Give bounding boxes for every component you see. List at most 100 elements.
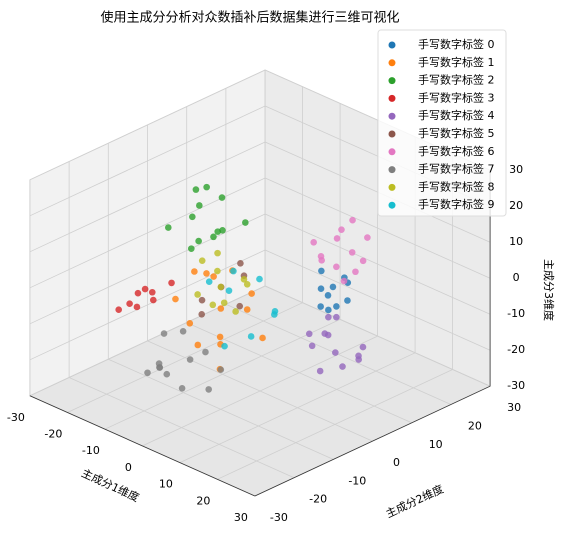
point (247, 333, 255, 340)
z-tick-label: 0 (513, 271, 520, 284)
point (217, 305, 225, 312)
z-tick-label: -20 (507, 343, 525, 356)
legend: 手写数字标签 0 手写数字标签 1 手写数字标签 2 手写数字标签 3 手写数字标签 4… (377, 29, 507, 217)
y-tick-label: -30 (270, 511, 288, 524)
legend-marker (388, 130, 396, 138)
grid-line (186, 322, 412, 424)
legend-label: 手写数字标签 7 (418, 162, 495, 176)
point (214, 267, 221, 275)
point (216, 333, 224, 341)
point (205, 278, 213, 285)
point (210, 273, 217, 280)
point (221, 342, 228, 350)
x-tick-label: -10 (82, 444, 100, 457)
point (218, 194, 226, 201)
grid-line (29, 105, 266, 217)
grid-line (264, 285, 491, 387)
legend-marker (388, 183, 396, 191)
legend-marker (388, 94, 396, 102)
z-tick-label: -10 (507, 307, 525, 320)
point (316, 367, 324, 375)
point (202, 348, 209, 356)
point (232, 308, 239, 315)
grid-line (147, 340, 373, 442)
point (195, 237, 202, 245)
z-tick-label: 10 (509, 235, 523, 248)
point (317, 253, 325, 260)
grid-line (29, 213, 266, 325)
point (317, 285, 325, 293)
point (230, 267, 237, 275)
point (332, 349, 339, 356)
legend-label: 手写数字标签 0 (418, 37, 495, 51)
y-tick-label: -20 (309, 493, 327, 506)
grid (29, 69, 491, 497)
legend-marker (388, 59, 396, 67)
point (203, 183, 210, 191)
legend-marker (388, 77, 396, 85)
x-tick-label: 10 (159, 478, 173, 491)
legend-label: 手写数字标签 8 (418, 179, 495, 193)
legend-marker (388, 201, 396, 209)
point (359, 343, 367, 351)
point (321, 330, 329, 337)
point (271, 307, 279, 315)
point (155, 360, 163, 367)
point (220, 299, 228, 307)
grid-line (225, 303, 452, 405)
x-axis-label: 主成分1维度 (79, 466, 141, 505)
grid-line (29, 249, 266, 361)
point (172, 295, 179, 303)
point (194, 341, 202, 349)
point (324, 292, 332, 299)
z-axis-label: 主成分3维度 (542, 259, 556, 321)
point (348, 249, 356, 256)
point (210, 233, 217, 241)
y-tick-label: 20 (468, 420, 482, 433)
legend-label: 手写数字标签 6 (418, 144, 495, 158)
legend-box (377, 29, 507, 217)
z-tick-label: 30 (509, 163, 523, 176)
point (189, 213, 196, 221)
z-tick-label: 20 (509, 199, 523, 212)
point (305, 330, 313, 338)
y-axis-label: 主成分2维度 (384, 482, 446, 521)
point (310, 238, 317, 246)
point (191, 268, 198, 275)
x-tick-label: 0 (125, 461, 132, 474)
point (344, 297, 351, 304)
axes: -30 -20 -10 0 10 20 30 -30 -20 -10 0 10 20 30 -30 -20 -1… (7, 163, 525, 524)
x-tick-label: 20 (196, 494, 210, 507)
point (165, 224, 172, 231)
point (192, 186, 200, 193)
y-tick-label: -10 (348, 474, 366, 487)
grid-line (264, 249, 491, 351)
point (318, 267, 325, 275)
y-tick-label: 10 (429, 438, 443, 451)
point (317, 303, 324, 310)
point (243, 280, 251, 288)
point (217, 283, 225, 291)
grid-line (29, 141, 266, 253)
point (256, 275, 263, 283)
point (141, 285, 149, 293)
point (242, 219, 249, 226)
point (198, 296, 206, 304)
point (203, 270, 210, 277)
point (148, 288, 156, 296)
legend-marker (388, 112, 396, 120)
point (217, 366, 225, 374)
legend-label: 手写数字标签 9 (418, 197, 495, 211)
point (333, 263, 340, 271)
x-tick-label: -20 (44, 428, 62, 441)
legend-marker (388, 166, 396, 174)
point (225, 287, 233, 294)
point (364, 234, 371, 241)
x-tick-label: 30 (234, 511, 248, 524)
grid-line (264, 213, 491, 315)
point (236, 302, 244, 310)
z-tick-label: -30 (507, 379, 525, 392)
y-axis-line (254, 385, 491, 497)
chart-title: 使用主成分分析对众数插补后数据集进行三维可视化 (100, 10, 399, 26)
point (168, 279, 175, 287)
